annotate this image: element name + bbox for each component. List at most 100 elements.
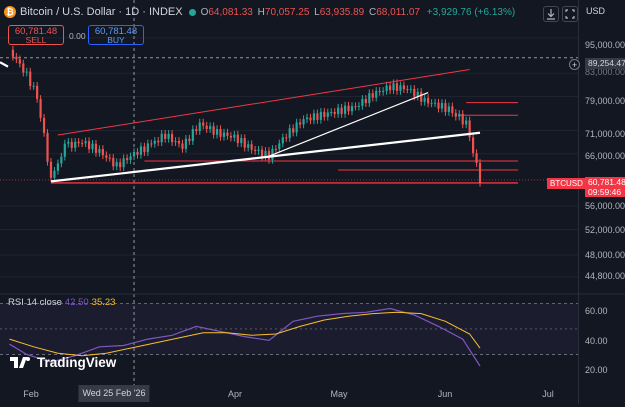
candle-body <box>108 157 111 159</box>
sell-button[interactable]: 60,781.48 SELL <box>8 25 64 45</box>
tradingview-name: TradingView <box>37 355 117 370</box>
rsi-tick: 20.00 <box>585 365 608 375</box>
rsi-legend[interactable]: RSI 14 close 42.50 35.23 <box>8 297 115 308</box>
candle-body <box>150 143 153 145</box>
bitcoin-icon: ₿ <box>4 6 16 18</box>
candle-body <box>247 144 250 148</box>
candle-body <box>461 113 464 125</box>
candle-body <box>112 157 115 167</box>
candle-body <box>60 156 63 164</box>
high-label: H <box>257 6 265 18</box>
price-tick: 52,000.00 <box>585 225 625 235</box>
candle-body <box>260 149 264 157</box>
candle-body <box>174 140 177 143</box>
candle-body <box>202 122 205 126</box>
candle-body <box>233 134 236 138</box>
spread-value: 0.00 <box>69 31 86 41</box>
price-tick: 83,000.00 <box>585 67 625 77</box>
symbol-title[interactable]: Bitcoin / U.S. Dollar · 1D · INDEX <box>20 6 183 18</box>
candle-body <box>399 85 402 91</box>
close-value: 68,011.07 <box>376 6 420 18</box>
candle-body <box>364 98 367 104</box>
crosshair-price-label: 89,254.47 <box>585 58 625 69</box>
candle-body <box>423 97 426 102</box>
price-tick: 95,000.00 <box>585 40 625 50</box>
candle-body <box>299 122 302 125</box>
buy-label: BUY <box>107 35 125 45</box>
candle-body <box>433 102 437 104</box>
candle-body <box>87 141 91 150</box>
candle-body <box>274 148 277 150</box>
candle-body <box>288 128 291 139</box>
candle-body <box>437 102 440 109</box>
candle-body <box>406 89 409 91</box>
fullscreen-button[interactable] <box>562 6 578 22</box>
time-tick: Feb <box>23 389 39 399</box>
download-button[interactable] <box>543 6 559 22</box>
buy-price: 60,781.48 <box>94 26 138 37</box>
candle-body <box>205 125 208 130</box>
candle-body <box>22 63 25 73</box>
candle-body <box>105 155 108 158</box>
candle-body <box>451 106 454 113</box>
low-value: 63,935.89 <box>319 6 365 18</box>
candle-body <box>198 122 201 132</box>
candle-body <box>42 117 46 133</box>
candle-body <box>475 153 478 163</box>
candle-body <box>250 144 253 150</box>
candle-body <box>184 138 188 149</box>
candle-body <box>440 103 444 109</box>
candle-body <box>392 83 395 91</box>
open-label: O <box>200 6 209 18</box>
candle-body <box>39 98 42 118</box>
low-label: L <box>314 6 320 18</box>
candle-body <box>209 126 212 130</box>
candle-body <box>191 129 194 142</box>
candle-body <box>281 137 284 144</box>
candle-body <box>347 105 350 112</box>
bar-countdown: 09:59:46 <box>588 187 622 197</box>
candle-body <box>267 150 271 160</box>
candle-body <box>402 85 405 90</box>
candle-body <box>129 156 132 161</box>
candle-body <box>11 49 15 57</box>
candle-body <box>81 143 84 145</box>
candle-body <box>243 138 246 148</box>
candle-body <box>226 132 229 136</box>
candle-body <box>454 112 457 117</box>
candle-body <box>219 129 222 137</box>
candle-body <box>343 105 347 114</box>
channel-lower-trendline <box>50 131 481 183</box>
candle-body <box>49 161 53 178</box>
candle-body <box>416 91 419 97</box>
candle-body <box>77 141 80 144</box>
add-alert-icon[interactable]: + <box>569 59 580 70</box>
candle-body <box>350 106 354 112</box>
candle-body <box>215 129 219 135</box>
candle-body <box>222 132 226 137</box>
candle-body <box>333 111 336 115</box>
candle-body <box>18 59 21 64</box>
candle-body <box>427 97 430 104</box>
price-tick: 56,000.00 <box>585 201 625 211</box>
candle-body <box>84 141 87 144</box>
market-status-icon <box>188 8 196 16</box>
buy-button[interactable]: 60,781.48 BUY <box>88 25 144 45</box>
candle-body <box>91 143 94 150</box>
candle-body <box>136 151 139 155</box>
currency-label[interactable]: USD <box>586 6 606 16</box>
candle-body <box>126 158 129 161</box>
candle-body <box>56 163 59 171</box>
candle-body <box>195 129 198 132</box>
fullscreen-icon <box>565 9 575 19</box>
inner-trendline <box>268 91 429 157</box>
tradingview-logo[interactable]: TradingView <box>10 355 116 370</box>
candle-body <box>229 135 232 138</box>
candle-body <box>295 122 298 133</box>
candle-body <box>188 138 191 142</box>
candle-body <box>15 56 18 60</box>
candle-body <box>101 149 104 156</box>
candle-body <box>160 133 163 143</box>
